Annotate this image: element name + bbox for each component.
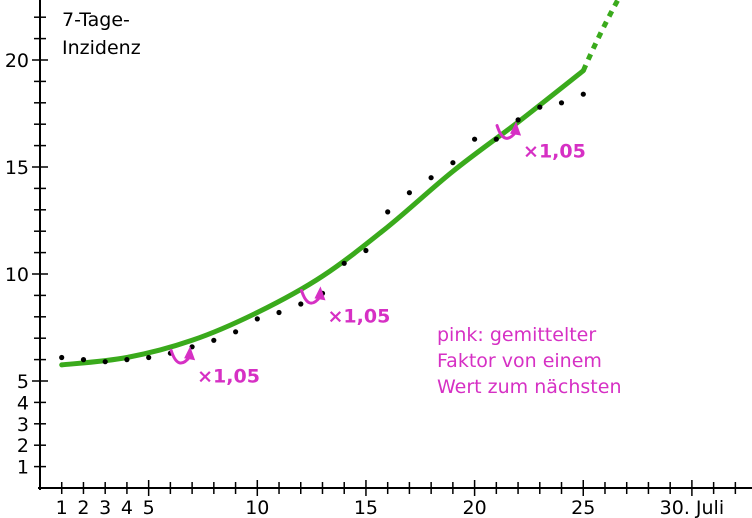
data-point [211, 337, 217, 343]
data-point [233, 329, 239, 335]
data-point [515, 117, 521, 123]
curve-line [59, 68, 586, 368]
data-point [428, 175, 434, 181]
y-tick-label: 3 [17, 414, 29, 436]
y-tick-label: 1 [17, 457, 29, 479]
note-line-2: Faktor von einem [437, 350, 602, 372]
x-tick-label: 4 [121, 497, 133, 518]
x-tick-label: 25 [571, 497, 595, 518]
annotation-label: ×1,05 [523, 141, 586, 163]
x-tick-label: 1 [56, 497, 68, 518]
axes [38, 0, 752, 490]
note-line-1: pink: gemittelter [437, 324, 596, 346]
data-point [254, 316, 260, 322]
curve-extension-dotted [581, 0, 621, 72]
annotation-arrowhead [510, 121, 522, 136]
y-tick-label: 10 [5, 264, 29, 286]
x-tick-label: 20 [463, 497, 487, 518]
x-tick-label: 3 [99, 497, 111, 518]
y-tick-label: 2 [17, 435, 29, 457]
factor-annotation: ×1,05 [169, 346, 260, 387]
data-point [146, 354, 152, 361]
y-tick-label: 15 [5, 157, 29, 179]
annotation-label: ×1,05 [327, 305, 390, 327]
data-point [102, 359, 108, 365]
x-tick-label: 2 [77, 497, 89, 518]
x-tick-label: 15 [354, 497, 378, 518]
data-point [493, 136, 499, 142]
annotation-label: ×1,05 [197, 365, 260, 387]
data-point [385, 209, 391, 215]
data-point [537, 104, 543, 110]
x-tick-label: 5 [143, 497, 155, 518]
factor-annotation: ×1,05 [299, 286, 390, 327]
data-point [298, 301, 304, 307]
data-point [450, 160, 456, 166]
y-tick-label: 5 [17, 371, 29, 393]
legend-note: pink: gemittelter Faktor von einem Wert … [437, 324, 621, 398]
note-line-3: Wert zum nächsten [437, 376, 621, 398]
data-point [189, 344, 195, 350]
data-point [472, 136, 478, 142]
y-tick-label: 4 [17, 392, 29, 414]
data-point [341, 260, 347, 266]
axis-ticks [32, 16, 737, 496]
data-point [80, 357, 87, 363]
data-point [580, 91, 586, 97]
factor-annotation: ×1,05 [495, 121, 586, 163]
data-point [124, 357, 130, 363]
data-points [59, 91, 586, 365]
fitted-curve [59, 0, 621, 368]
data-point [558, 100, 565, 106]
factor-annotations: ×1,05 ×1,05 ×1,05 [169, 121, 586, 387]
data-point [363, 247, 369, 254]
x-tick-label: 30. Juli [660, 497, 724, 518]
y-tick-label: 20 [5, 50, 29, 72]
chart-title-line-2: Inzidenz [62, 37, 141, 59]
chart-title-line-1: 7-Tage- [62, 9, 130, 31]
data-point [276, 309, 282, 316]
x-tick-label: 10 [245, 497, 269, 518]
data-point [59, 354, 65, 361]
annotation-arrowhead [184, 346, 196, 361]
annotation-arrowhead [314, 286, 326, 301]
data-point [406, 190, 412, 196]
